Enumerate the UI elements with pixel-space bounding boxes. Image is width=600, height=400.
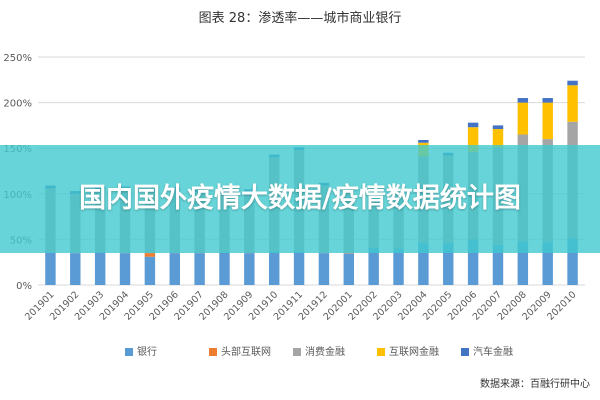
- bar-segment: [119, 253, 131, 285]
- x-axis-ticks: 2019012019022019032019042019052019062019…: [23, 289, 579, 322]
- bar-segment: [393, 248, 404, 285]
- bar-segment: [567, 80, 578, 86]
- bar-segment: [144, 253, 156, 257]
- overlay-title: 国内国外疫情大数据/疫情数据统计图: [79, 183, 521, 214]
- bar-segment: [492, 244, 504, 285]
- y-tick-label: 250%: [3, 53, 32, 64]
- bar-segment: [418, 139, 429, 143]
- bar-segment: [567, 238, 578, 285]
- y-tick-label: 0%: [16, 281, 32, 292]
- bar-segment: [418, 243, 429, 285]
- bar-segment: [368, 247, 379, 285]
- bar-segment: [492, 125, 504, 130]
- bar-segment: [343, 253, 355, 285]
- bar-segment: [219, 252, 230, 285]
- legend-swatch: [293, 348, 301, 356]
- bar-segment: [244, 253, 255, 285]
- source-note: 数据来源：百融行研中心: [480, 377, 590, 390]
- chart-title: 图表 28：渗透率——城市商业银行: [199, 10, 402, 26]
- bar-segment: [542, 102, 553, 140]
- bar-segment: [293, 251, 305, 285]
- bar-segment: [318, 253, 330, 285]
- bar-segment: [492, 129, 504, 148]
- y-tick-label: 200%: [3, 99, 32, 110]
- bar-segment: [45, 252, 56, 285]
- legend-label: 互联网金融: [389, 345, 439, 358]
- bar-segment: [542, 242, 553, 285]
- bar-segment: [268, 251, 280, 285]
- legend: 银行 头部互联网 消费金融 互联网金融 汽车金融: [125, 345, 513, 358]
- bar-segment: [144, 256, 156, 285]
- legend-label: 消费金融: [305, 345, 345, 358]
- legend-swatch: [461, 348, 469, 356]
- bar-segment: [517, 102, 529, 135]
- bar-segment: [443, 243, 454, 285]
- bar-segment: [94, 252, 106, 285]
- bar-segment: [567, 85, 578, 122]
- bar-segment: [517, 98, 529, 103]
- legend-swatch: [125, 348, 133, 356]
- legend-label: 头部互联网: [221, 345, 271, 358]
- legend-swatch: [209, 348, 217, 356]
- bar-segment: [70, 253, 81, 285]
- bar-segment: [467, 122, 479, 128]
- bar-segment: [467, 127, 479, 152]
- legend-swatch: [377, 348, 385, 356]
- bar-segment: [467, 239, 479, 285]
- bar-segment: [542, 98, 553, 103]
- overlay-banner: 国内国外疫情大数据/疫情数据统计图: [0, 145, 600, 253]
- legend-label: 银行: [137, 345, 157, 358]
- bar-segment: [194, 253, 205, 285]
- bar-segment: [517, 241, 529, 285]
- bar-segment: [169, 253, 180, 285]
- legend-label: 汽车金融: [473, 345, 513, 358]
